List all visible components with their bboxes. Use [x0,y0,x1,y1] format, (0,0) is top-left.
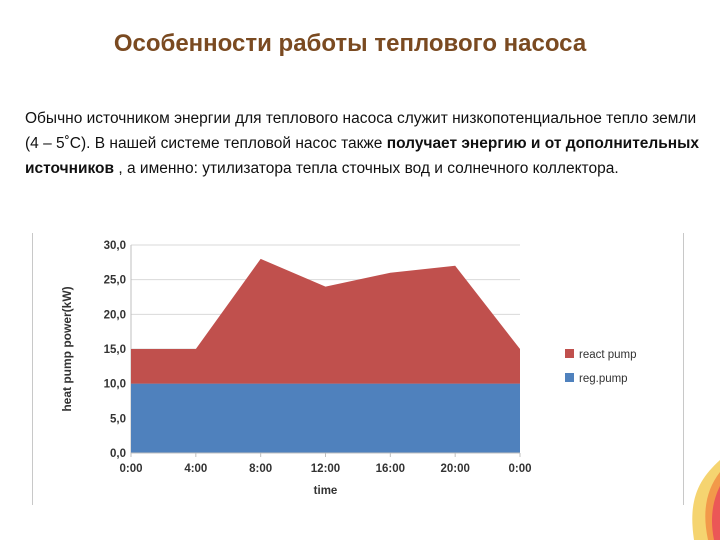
x-tick-label: 20:00 [440,463,469,475]
y-tick-label: 15,0 [104,344,126,356]
y-tick-label: 0,0 [110,448,126,460]
y-tick-label: 5,0 [110,413,126,425]
x-axis-title: time [314,485,338,497]
paragraph-bold-text: получает энергию и от дополнительных ист… [25,135,700,177]
legend-swatch [565,373,574,382]
legend-label: react pump [579,349,637,361]
chart-frame: 0,0 5,0 10,0 15,0 20,0 25,0 30,0 0:00 4:00 8:00 12… [32,233,684,505]
series-area-react-pump [131,258,520,384]
body-paragraph: Обычно источником энергии для теплового … [25,106,705,181]
y-tick-label: 10,0 [104,379,126,391]
y-tick-label: 25,0 [104,275,126,287]
x-tick-label: 0:00 [119,463,142,475]
y-tick-label: 20,0 [104,309,126,321]
paragraph-text-1: Обычно источником энергии для теплового … [25,110,697,152]
x-tick-label: 0:00 [508,463,531,475]
x-tick-label: 12:00 [311,463,340,475]
flame-logo-icon [692,460,720,540]
paragraph-text-2: , а именно: утилизатора тепла сточных во… [114,160,619,177]
series-area-reg-pump [131,383,520,453]
x-tick-label: 16:00 [376,463,405,475]
slide-title: Особенности работы теплового насоса [113,30,587,57]
x-tick-label: 8:00 [249,463,272,475]
area-chart: 0,0 5,0 10,0 15,0 20,0 25,0 30,0 0:00 4:00 8:00 12… [60,240,637,497]
legend-label: reg.pump [579,373,628,385]
y-tick-label: 30,0 [104,240,126,252]
x-tick-label: 4:00 [184,463,207,475]
y-axis-title: heat pump power(kW) [60,286,74,411]
legend-swatch [565,349,574,358]
